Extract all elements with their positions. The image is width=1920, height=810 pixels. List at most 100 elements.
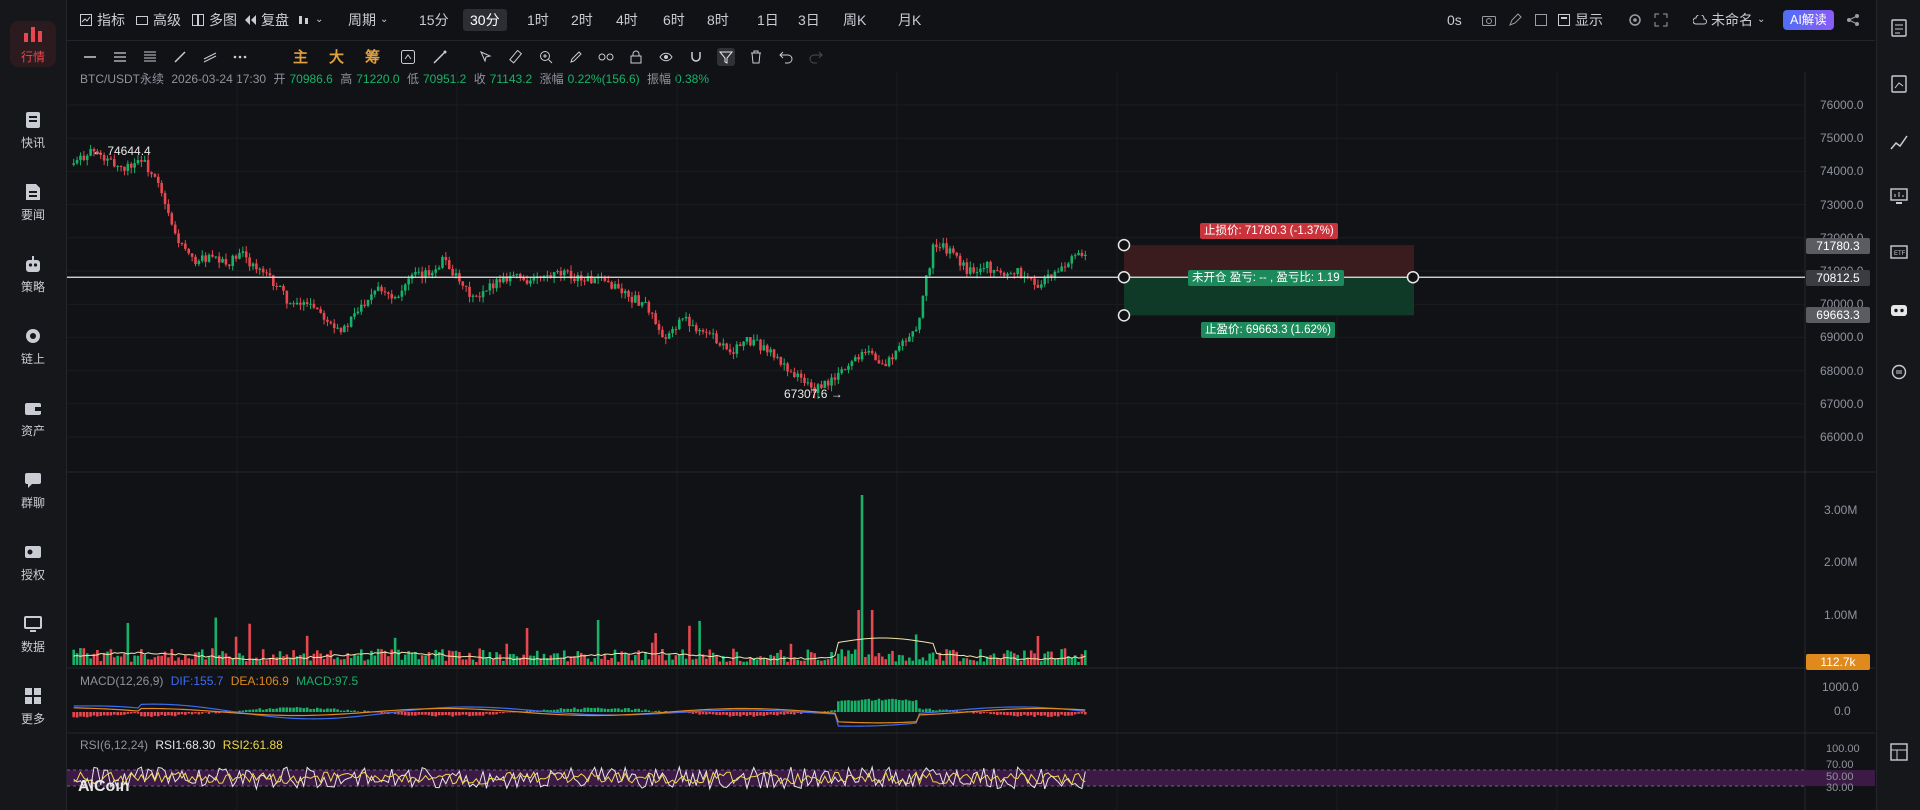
nav-item-headlines[interactable]: 要闻 bbox=[0, 172, 66, 232]
volume-bar bbox=[908, 657, 911, 665]
nav-item-more[interactable]: 更多 bbox=[0, 676, 66, 736]
order-book-icon[interactable] bbox=[1887, 16, 1911, 40]
cursor-icon[interactable] bbox=[477, 48, 495, 66]
timeframe-tab-0[interactable]: 15分 bbox=[419, 12, 449, 28]
trend-icon[interactable] bbox=[1887, 130, 1911, 154]
replay-button[interactable]: 复盘 bbox=[243, 10, 289, 30]
timeframe-tab-3[interactable]: 2时 bbox=[571, 12, 593, 28]
timeframe-tab-2[interactable]: 1时 bbox=[527, 12, 549, 28]
volume-bar bbox=[1060, 649, 1063, 665]
filter-icon[interactable] bbox=[717, 48, 735, 66]
indicators-button[interactable]: 指标 bbox=[79, 10, 125, 30]
timeframe-tab-7[interactable]: 1日 bbox=[757, 12, 779, 28]
candle-body bbox=[471, 295, 475, 297]
timeframe-tab-6[interactable]: 8时 bbox=[707, 12, 729, 28]
layout-panel-icon[interactable] bbox=[1887, 740, 1911, 764]
candle-body bbox=[390, 294, 394, 299]
volume-bar bbox=[441, 649, 444, 665]
fullscreen-icon[interactable] bbox=[1653, 12, 1669, 28]
macd-bar bbox=[99, 712, 103, 716]
brush-icon[interactable] bbox=[567, 48, 585, 66]
eye-icon[interactable] bbox=[657, 48, 675, 66]
share-icon[interactable] bbox=[1845, 12, 1861, 28]
monitor-chart-icon[interactable] bbox=[1887, 184, 1911, 208]
price-chart[interactable] bbox=[67, 72, 1875, 810]
display-button[interactable]: 显示 bbox=[1557, 10, 1603, 30]
multi-chart-button[interactable]: 多图 bbox=[191, 10, 237, 30]
trend-line-icon[interactable] bbox=[171, 48, 189, 66]
etf-icon[interactable]: ETF bbox=[1887, 240, 1911, 264]
more-dots-icon[interactable] bbox=[231, 48, 249, 66]
redo-icon[interactable] bbox=[807, 48, 825, 66]
timeframe-tab-9[interactable]: 周K bbox=[843, 12, 867, 28]
macd-bar bbox=[904, 699, 908, 712]
parallel-lines-icon[interactable] bbox=[141, 48, 159, 66]
nav-item-auth[interactable]: 授权 bbox=[0, 532, 66, 592]
candle-body bbox=[420, 271, 424, 278]
candle-body bbox=[92, 149, 96, 152]
exchange-icon[interactable] bbox=[1887, 360, 1911, 384]
nav-item-strategy[interactable]: 策略 bbox=[0, 244, 66, 304]
magic-pen-icon[interactable] bbox=[431, 48, 449, 66]
candle-body bbox=[258, 268, 262, 270]
period-dropdown[interactable]: 周期 ⌄ bbox=[348, 10, 388, 30]
macd-bar bbox=[346, 709, 350, 712]
macd-bar bbox=[637, 708, 640, 712]
horizontal-line-icon[interactable] bbox=[81, 48, 99, 66]
nav-item-chat[interactable]: 群聊 bbox=[0, 460, 66, 520]
big-order-toggle[interactable]: 大 bbox=[329, 49, 345, 66]
nav-item-market[interactable]: 行情 bbox=[0, 14, 66, 74]
zoom-in-icon[interactable] bbox=[537, 48, 555, 66]
edit-icon[interactable] bbox=[1507, 12, 1523, 28]
candle-body bbox=[640, 302, 644, 306]
timeframe-tab-8[interactable]: 3日 bbox=[798, 12, 820, 28]
advanced-button[interactable]: 高级 bbox=[135, 10, 181, 30]
timeframe-tab-1[interactable]: 30分 bbox=[463, 9, 507, 31]
chip-toggle[interactable]: 筹 bbox=[365, 49, 381, 66]
depth-icon[interactable] bbox=[1887, 72, 1911, 96]
candle-body bbox=[424, 270, 427, 278]
take-profit-label[interactable]: 止盈价: 69663.3 (1.62%) bbox=[1201, 322, 1335, 338]
volume-bar bbox=[955, 651, 959, 665]
macd-name[interactable]: MACD(12,26,9) bbox=[80, 674, 164, 688]
magnet-icon[interactable] bbox=[687, 48, 705, 66]
symbol-name[interactable]: BTC/USDT永续 bbox=[80, 72, 165, 86]
main-chart-toggle[interactable]: 主 bbox=[293, 49, 309, 66]
candle-body bbox=[715, 333, 718, 344]
current-price-tag: 70812.5 bbox=[1806, 270, 1870, 286]
macd-bar bbox=[830, 710, 833, 712]
channel-icon[interactable] bbox=[201, 48, 219, 66]
chart-type-dropdown[interactable]: ⌄ bbox=[297, 10, 323, 30]
nav-item-onchain[interactable]: 链上 bbox=[0, 316, 66, 376]
candle-body bbox=[762, 345, 766, 351]
candle-body bbox=[671, 329, 674, 334]
macd-bar bbox=[508, 712, 512, 713]
timeframe-tab-10[interactable]: 月K bbox=[898, 12, 922, 28]
position-label[interactable]: 未开仓 盈亏: -- , 盈亏比: 1.19 bbox=[1188, 270, 1344, 286]
ai-interpret-button[interactable]: AI解读 bbox=[1783, 10, 1834, 30]
nav-item-assets[interactable]: 资产 bbox=[0, 388, 66, 448]
camera-icon[interactable] bbox=[1481, 12, 1497, 28]
link-icon[interactable] bbox=[597, 48, 615, 66]
macd-bar bbox=[955, 710, 959, 712]
timeframe-tab-4[interactable]: 4时 bbox=[616, 12, 638, 28]
volume-bar bbox=[326, 654, 329, 665]
stop-loss-label[interactable]: 止损价: 71780.3 (-1.37%) bbox=[1200, 223, 1338, 239]
candle-body bbox=[850, 361, 854, 366]
ruler-icon[interactable] bbox=[507, 48, 525, 66]
layout-name-dropdown[interactable]: 未命名 ⌄ bbox=[1693, 10, 1765, 30]
share-screen-icon[interactable] bbox=[1533, 12, 1549, 28]
lock-icon[interactable] bbox=[627, 48, 645, 66]
timeframe-tab-5[interactable]: 6时 bbox=[663, 12, 685, 28]
bot-icon[interactable] bbox=[1887, 298, 1911, 322]
undo-icon[interactable] bbox=[777, 48, 795, 66]
rsi-name[interactable]: RSI(6,12,24) bbox=[80, 738, 149, 752]
nav-item-data[interactable]: 数据 bbox=[0, 604, 66, 664]
left-navigation: 行情 快讯 要闻 策略 链上 资产 群聊 授权 bbox=[0, 0, 67, 810]
delete-icon[interactable] bbox=[747, 48, 765, 66]
nav-item-flash[interactable]: 快讯 bbox=[0, 100, 66, 160]
settings-icon[interactable] bbox=[1627, 12, 1643, 28]
macd-bar bbox=[488, 712, 492, 715]
compare-icon[interactable] bbox=[399, 48, 417, 66]
menu-lines-icon[interactable] bbox=[111, 48, 129, 66]
